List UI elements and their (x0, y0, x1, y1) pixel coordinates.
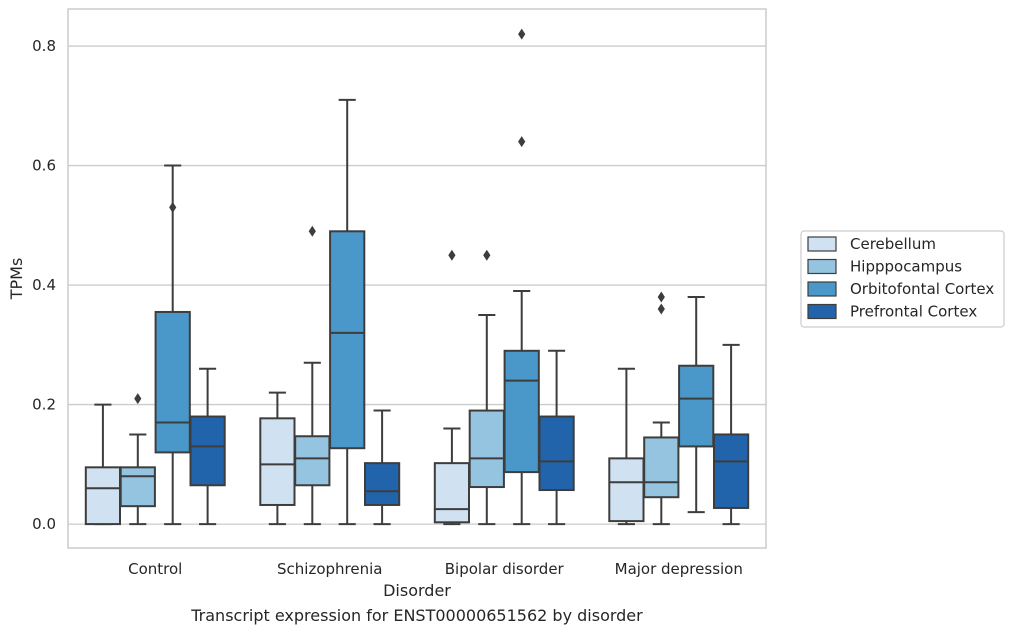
box-orbitofontal-cortex (154, 164, 191, 526)
box (189, 415, 226, 487)
box-orbitofontal-cortex (329, 98, 366, 526)
legend-label: Hipppocampus (850, 258, 962, 276)
box (678, 364, 715, 448)
box-prefrontal-cortex (538, 349, 575, 526)
box-cerebellum (433, 249, 471, 526)
outlier-point (657, 291, 665, 303)
box-prefrontal-cortex (363, 409, 401, 526)
legend-swatch (807, 281, 837, 297)
box (643, 436, 680, 499)
x-tick-label: Schizophrenia (277, 560, 382, 578)
box (154, 310, 191, 454)
box (329, 230, 366, 450)
legend-label: Prefrontal Cortex (850, 303, 977, 321)
y-tick-labels: 0.0 0.2 0.4 0.6 0.8 (32, 37, 56, 533)
legend-swatch (807, 258, 837, 275)
legend: Cerebellum Hipppocampus Orbitofontal Corte… (800, 230, 1005, 328)
outlier-point (169, 201, 177, 213)
legend-swatch (807, 303, 837, 320)
y-axis-label: TPMs (7, 258, 26, 301)
x-tick-labels: Control Schizophrenia Bipolar disorder Majo… (128, 560, 743, 578)
box (712, 433, 750, 509)
x-tick-label: Bipolar disorder (445, 560, 565, 578)
box-cerebellum (84, 403, 122, 526)
box-prefrontal-cortex (189, 367, 226, 526)
y-tick-label: 0.2 (32, 396, 56, 414)
outlier-point (518, 28, 526, 40)
box-hipppocampus (643, 291, 680, 526)
box-orbitofontal-cortex (503, 28, 540, 526)
x-tick-label: Control (128, 560, 182, 578)
box-hipppocampus (468, 249, 505, 526)
box (363, 462, 401, 506)
outlier-point (483, 249, 491, 261)
legend-swatch (807, 236, 837, 252)
outlier-point (657, 303, 665, 315)
box (433, 462, 471, 524)
box (468, 409, 505, 489)
box-hipppocampus (119, 393, 156, 526)
legend-label: Orbitofontal Cortex (850, 280, 994, 298)
box-cerebellum (608, 367, 645, 526)
box (84, 466, 122, 526)
outlier-point (448, 249, 456, 261)
box-prefrontal-cortex (712, 343, 750, 526)
y-tick-label: 0.8 (32, 37, 56, 55)
box-cerebellum (259, 391, 296, 526)
box (119, 466, 156, 508)
outlier-point (134, 393, 142, 405)
y-tick-label: 0.6 (32, 157, 56, 175)
box (538, 415, 575, 492)
x-tick-label: Major depression (615, 560, 743, 578)
plot-frame (67, 8, 767, 549)
box-hipppocampus (294, 225, 331, 526)
box (259, 417, 296, 506)
outlier-point (308, 225, 316, 237)
y-tick-label: 0.0 (32, 515, 56, 533)
outlier-point (518, 136, 526, 148)
box (608, 457, 645, 523)
figure-caption: Transcript expression for ENST0000065156… (191, 606, 643, 625)
box (294, 435, 331, 487)
x-axis-label: Disorder (383, 581, 451, 600)
box-groups (84, 28, 750, 526)
y-tick-label: 0.4 (32, 276, 56, 294)
box (503, 349, 540, 474)
box-orbitofontal-cortex (678, 296, 715, 514)
legend-frame (800, 230, 1005, 328)
legend-label: Cerebellum (850, 235, 936, 253)
